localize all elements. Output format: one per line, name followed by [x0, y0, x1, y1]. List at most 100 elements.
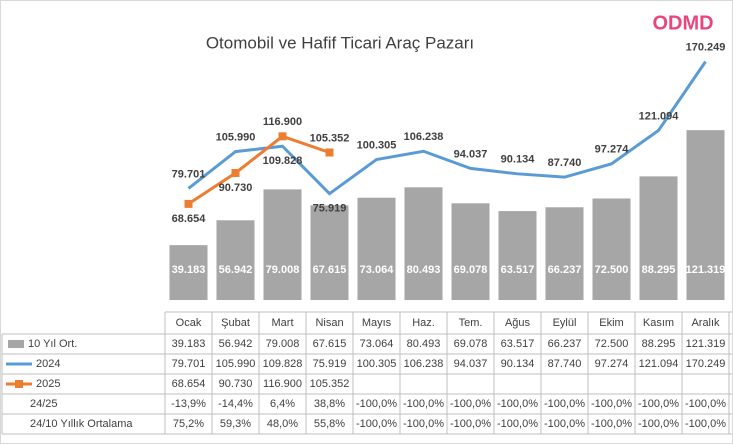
bar-label: 80.493 — [407, 264, 441, 276]
data-label: 75.919 — [313, 203, 347, 215]
x-tick-label: Tem. — [459, 317, 483, 329]
row-label: 24/25 — [30, 398, 58, 410]
table-cell: 72.500 — [595, 338, 629, 350]
bar — [169, 245, 208, 300]
data-label: 105.990 — [216, 132, 256, 144]
legend-label: 2025 — [36, 378, 60, 390]
data-label: 68.654 — [172, 213, 207, 225]
table-cell: 75,2% — [173, 418, 204, 430]
data-label: 94.037 — [454, 148, 488, 160]
bar — [592, 198, 631, 300]
marker — [231, 168, 240, 177]
bar — [216, 220, 255, 300]
x-tick-label: Mayıs — [362, 317, 392, 329]
table-cell: 56.942 — [219, 338, 253, 350]
bar-label: 73.064 — [360, 264, 395, 276]
logo: ODMD — [652, 12, 713, 34]
table-cell: -100,0% — [403, 398, 444, 410]
data-label: 79.701 — [172, 168, 206, 180]
x-tick-label: Eylül — [553, 317, 577, 329]
line — [187, 60, 707, 196]
table-cell: 68.654 — [172, 378, 206, 390]
bar — [639, 176, 678, 300]
bar — [357, 197, 396, 300]
table-cell: -13,9% — [171, 398, 206, 410]
table-cell: -100,0% — [356, 398, 397, 410]
table-cell: 94.037 — [454, 358, 488, 370]
table-cell: 90.134 — [501, 358, 535, 370]
table-cell: 59,3% — [220, 418, 251, 430]
table-cell: 79.008 — [266, 338, 300, 350]
table-cell: 55,8% — [314, 418, 345, 430]
table-cell: 79.701 — [172, 358, 206, 370]
data-label: 90.134 — [501, 154, 536, 166]
legend-label: 10 Yıl Ort. — [28, 338, 77, 350]
table-cell: 67.615 — [313, 338, 347, 350]
table-cell: 105.990 — [216, 358, 256, 370]
x-tick-label: Ağus — [505, 317, 531, 329]
table-cell: -100,0% — [685, 418, 726, 430]
legend-label: 2024 — [36, 358, 60, 370]
bar — [545, 207, 584, 300]
bar-label: 88.295 — [642, 264, 676, 276]
bar-label: 67.615 — [313, 264, 347, 276]
bar — [310, 205, 349, 300]
marker — [184, 199, 193, 208]
table-cell: 39.183 — [172, 338, 206, 350]
line — [187, 134, 330, 206]
x-tick-label: Ocak — [176, 317, 202, 329]
bar-label: 63.517 — [501, 264, 535, 276]
table-cell: 69.078 — [454, 338, 488, 350]
marker — [325, 148, 334, 157]
table-cell: 121.094 — [639, 358, 679, 370]
table-cell: -100,0% — [591, 398, 632, 410]
x-tick-label: Nisan — [315, 317, 343, 329]
table-cell: -100,0% — [497, 418, 538, 430]
bar-label: 39.183 — [172, 264, 206, 276]
data-label: 109.828 — [263, 155, 303, 167]
table-cell: 121.319 — [686, 338, 726, 350]
x-tick-label: Kasım — [643, 317, 674, 329]
table-cell: -100,0% — [591, 418, 632, 430]
table-cell: 73.064 — [360, 338, 394, 350]
x-tick-label: Ekim — [599, 317, 623, 329]
table-cell: 88.295 — [642, 338, 676, 350]
data-label: 170.249 — [686, 42, 726, 54]
table-cell: -100,0% — [638, 418, 679, 430]
table-cell: 75.919 — [313, 358, 347, 370]
data-label: 100.305 — [357, 139, 397, 151]
data-label: 90.730 — [219, 182, 253, 194]
table-cell: 170.249 — [686, 358, 726, 370]
bar-label: 56.942 — [219, 264, 253, 276]
table-cell: -100,0% — [544, 398, 585, 410]
table-cell: 80.493 — [407, 338, 441, 350]
table-cell: 116.900 — [263, 378, 302, 390]
data-label: 116.900 — [263, 116, 302, 128]
bar-label: 66.237 — [548, 264, 582, 276]
legend-swatch — [8, 340, 24, 348]
table-cell: 97.274 — [595, 358, 629, 370]
table-cell: -100,0% — [638, 398, 679, 410]
table-cell: -100,0% — [544, 418, 585, 430]
table-cell: -100,0% — [450, 418, 491, 430]
bar — [263, 189, 302, 300]
bar-label: 72.500 — [595, 264, 629, 276]
bar — [498, 211, 537, 300]
bar-label: 121.319 — [686, 264, 726, 276]
table-cell: -100,0% — [450, 398, 491, 410]
bar — [451, 203, 490, 300]
legend-swatch — [15, 380, 23, 388]
table-cell: -100,0% — [403, 418, 444, 430]
data-label: 97.274 — [595, 144, 630, 156]
table-cell: 6,4% — [270, 398, 295, 410]
bar-label: 79.008 — [266, 264, 300, 276]
table-cell: -100,0% — [497, 398, 538, 410]
x-tick-label: Mart — [272, 317, 294, 329]
table-cell: 105.352 — [310, 378, 350, 390]
table-cell: 106.238 — [404, 358, 444, 370]
table-cell: -100,0% — [685, 398, 726, 410]
data-label: 106.238 — [404, 131, 444, 143]
marker — [278, 132, 287, 141]
table-cell: 66.237 — [548, 338, 582, 350]
